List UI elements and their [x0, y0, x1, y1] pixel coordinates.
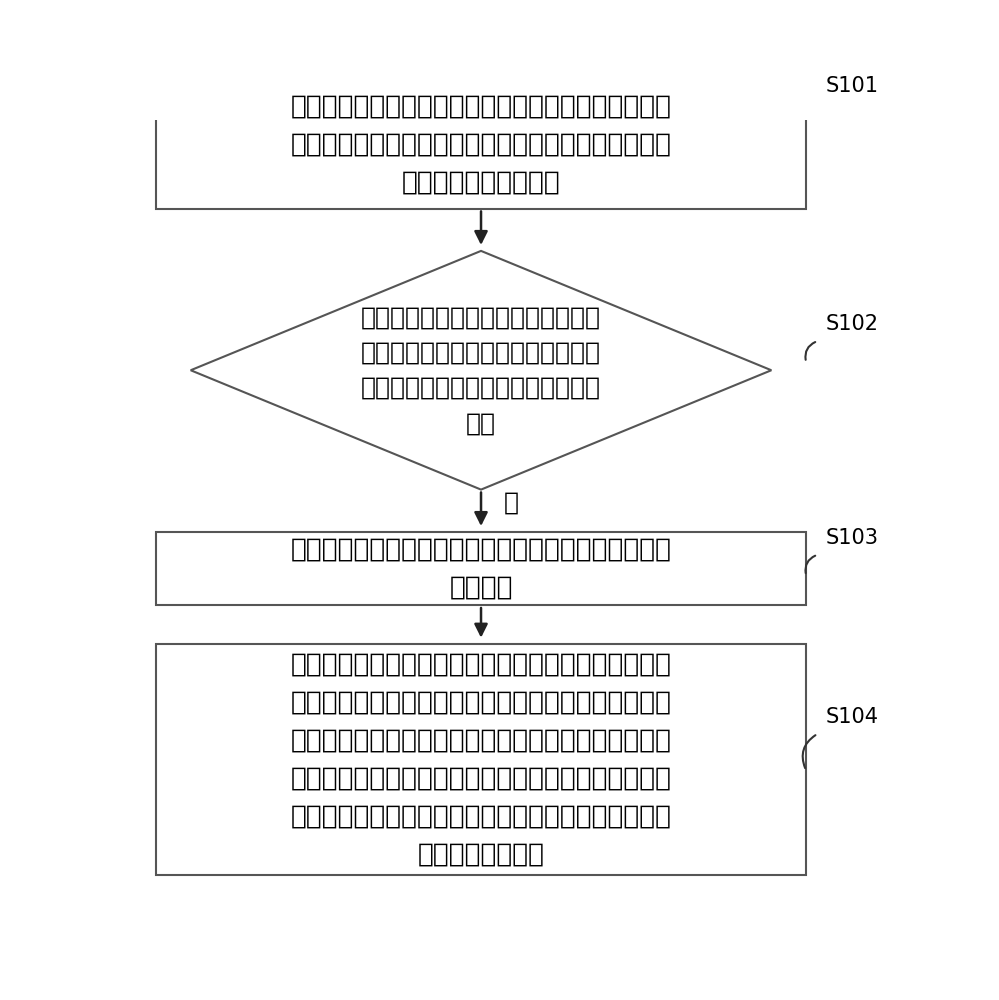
Text: S103: S103 — [825, 528, 878, 548]
Text: S101: S101 — [825, 76, 878, 96]
Text: 对于每个队列，判断队列中原始数据
包的数目是否达到预设数目或队列中
原始数据包的等待时间是否超过预设
时间: 对于每个队列，判断队列中原始数据 包的数目是否达到预设数目或队列中 原始数据包的… — [361, 305, 601, 435]
Polygon shape — [191, 251, 771, 490]
Bar — [156, 532, 806, 605]
Text: 将队列中缓存的原始数据包分别进行喷泉编码，得到编
码数据包: 将队列中缓存的原始数据包分别进行喷泉编码，得到编 码数据包 — [291, 537, 671, 601]
Bar — [156, 82, 806, 209]
Text: 获取用于传输所述编码数据包的多个隧道的整体状况，
并根据所述整体状况选择相应的传输模式，及在相应的
传输模式下，根据所述编码数据包的度值为所述编码数
据包选择相: 获取用于传输所述编码数据包的多个隧道的整体状况， 并根据所述整体状况选择相应的传… — [291, 651, 671, 867]
Text: S104: S104 — [825, 707, 878, 727]
Text: 是: 是 — [504, 491, 519, 515]
Text: S102: S102 — [825, 314, 878, 334]
Text: 根据待发送的原始数据包的目的地址得到对应的接收端
地址，并根据所述接收端地址将待发送的原始数据包分
别缓存在不同的队列中: 根据待发送的原始数据包的目的地址得到对应的接收端 地址，并根据所述接收端地址将待… — [291, 94, 671, 196]
Bar — [156, 644, 806, 875]
